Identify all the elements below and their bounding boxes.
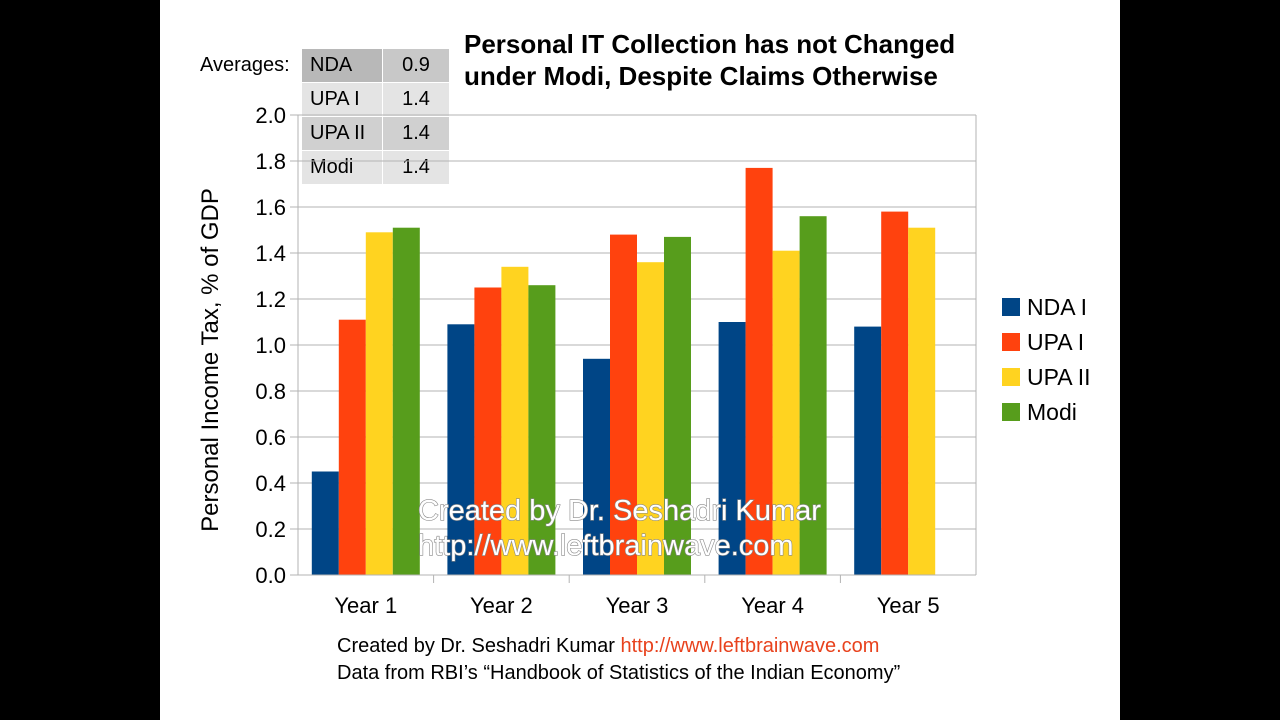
legend-label: NDA I — [1027, 294, 1087, 320]
bar-nda-i-year-2 — [447, 324, 475, 575]
legend-label: Modi — [1027, 399, 1077, 425]
bar-modi-year-3 — [664, 236, 691, 575]
watermark: Created by Dr. Seshadri Kumar http://www… — [417, 494, 821, 562]
title-line-1: Personal IT Collection has not Changed — [464, 29, 956, 59]
bar-nda-i-year-4 — [718, 322, 746, 575]
bar-upa-ii-year-5 — [908, 227, 936, 575]
footer-line-2: Data from RBI’s “Handbook of Statistics … — [337, 662, 901, 684]
bar-upa-i-year-2 — [474, 287, 502, 575]
y-tick-label: 0.0 — [255, 563, 286, 588]
bar-upa-ii-year-1 — [365, 232, 393, 576]
averages-row: UPA II 1.4 — [301, 116, 450, 151]
averages-name: UPA II — [301, 116, 383, 151]
axes: 0.0 0.2 0.4 0.6 0.8 1.0 1.2 1.4 1.6 1.8 2.0 Year 1 Y… — [255, 103, 977, 618]
bar-modi-year-1 — [392, 227, 420, 575]
averages-value: 1.4 — [382, 116, 450, 151]
y-tick-label: 0.2 — [255, 517, 286, 542]
averages-table: NDA 0.9 UPA I 1.4 UPA II 1.4 Modi 1.4 — [301, 48, 450, 185]
legend: NDA I UPA I UPA II Modi — [1002, 294, 1091, 425]
legend-swatch — [1002, 403, 1020, 421]
title-line-2: under Modi, Despite Claims Otherwise — [464, 61, 938, 91]
bar-upa-ii-year-3 — [637, 262, 664, 575]
y-tick-label: 1.6 — [255, 195, 286, 220]
y-tick-label: 0.6 — [255, 425, 286, 450]
watermark-line-2: http://www.leftbrainwave.com — [418, 530, 794, 562]
y-tick-label: 1.2 — [255, 287, 286, 312]
averages-value: 1.4 — [382, 150, 450, 185]
y-tick-label: 0.4 — [255, 471, 286, 496]
bar-chart: 0.0 0.2 0.4 0.6 0.8 1.0 1.2 1.4 1.6 1.8 2.0 Year 1 Y… — [197, 103, 1091, 618]
y-tick-label: 1.0 — [255, 333, 286, 358]
x-tick-label: Year 3 — [606, 593, 669, 618]
legend-swatch — [1002, 333, 1020, 351]
footer: Created by Dr. Seshadri Kumar http://www… — [337, 633, 900, 687]
averages-name: Modi — [301, 150, 383, 185]
bar-upa-ii-year-2 — [501, 266, 529, 575]
averages-value: 1.4 — [382, 82, 450, 117]
footer-line-1: Created by Dr. Seshadri Kumar http://www… — [337, 633, 900, 660]
averages-row: NDA 0.9 — [301, 48, 450, 83]
slide: Personal IT Collection has not Changed u… — [160, 0, 1120, 720]
averages-label: Averages: — [200, 54, 290, 76]
y-tick-label: 1.4 — [255, 241, 286, 266]
bar-upa-i-year-3 — [610, 234, 637, 575]
bar-nda-i-year-5 — [854, 326, 882, 575]
footer-link[interactable]: http://www.leftbrainwave.com — [620, 635, 880, 657]
legend-label: UPA I — [1027, 329, 1084, 355]
legend-swatch — [1002, 298, 1020, 316]
bar-modi-year-4 — [799, 216, 827, 575]
bar-upa-i-year-1 — [338, 319, 366, 575]
chart-title: Personal IT Collection has not Changed u… — [464, 28, 1064, 92]
watermark-line-1: Created by Dr. Seshadri Kumar — [418, 495, 821, 527]
x-tick-label: Year 1 — [334, 593, 397, 618]
averages-value: 0.9 — [382, 48, 450, 83]
x-tick-label: Year 4 — [741, 593, 804, 618]
x-tick-label: Year 5 — [877, 593, 940, 618]
y-tick-label: 1.8 — [255, 149, 286, 174]
legend-label: UPA II — [1027, 364, 1091, 390]
bar-upa-i-year-4 — [745, 167, 773, 575]
averages-row: Modi 1.4 — [301, 150, 450, 185]
averages-name: UPA I — [301, 82, 383, 117]
bar-modi-year-2 — [528, 285, 556, 575]
footer-credit: Created by Dr. Seshadri Kumar — [337, 635, 621, 657]
bars — [311, 167, 936, 576]
bar-upa-ii-year-4 — [772, 250, 800, 575]
y-tick-label: 2.0 — [255, 103, 286, 128]
x-tick-label: Year 2 — [470, 593, 533, 618]
legend-swatch — [1002, 368, 1020, 386]
bar-nda-i-year-1 — [311, 471, 339, 575]
y-tick-label: 0.8 — [255, 379, 286, 404]
bar-upa-i-year-5 — [881, 211, 909, 575]
bar-nda-i-year-3 — [583, 358, 610, 575]
averages-row: UPA I 1.4 — [301, 82, 450, 117]
y-axis-label: Personal Income Tax, % of GDP — [197, 188, 224, 532]
